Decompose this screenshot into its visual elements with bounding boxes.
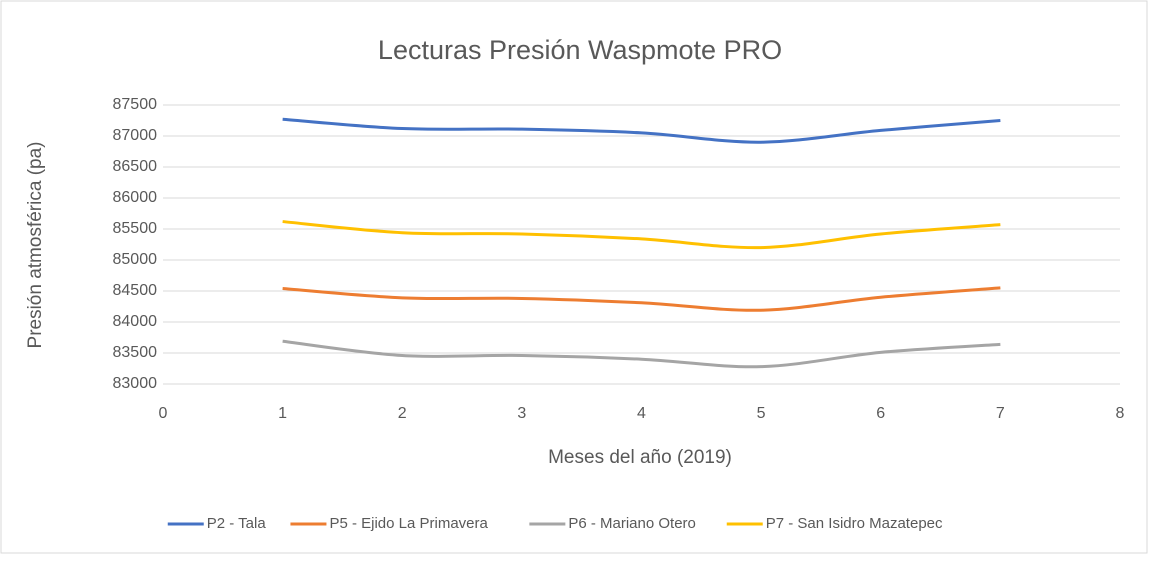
legend-label: P2 - Tala <box>207 515 267 532</box>
series-line <box>282 220 1001 250</box>
x-tick-label: 2 <box>398 405 407 422</box>
y-tick-label: 86000 <box>113 189 158 206</box>
legend-label: P7 - San Isidro Mazatepec <box>766 515 943 532</box>
y-tick-label: 87000 <box>113 127 158 144</box>
y-tick-label: 83500 <box>113 344 158 361</box>
x-tick-label: 0 <box>159 405 168 422</box>
y-tick-label: 85500 <box>113 220 158 237</box>
x-tick-label: 5 <box>757 405 766 422</box>
x-tick-label: 6 <box>876 405 885 422</box>
x-tick-label: 1 <box>278 405 287 422</box>
series-line <box>282 339 1001 369</box>
y-tick-label: 83000 <box>113 375 158 392</box>
x-tick-label: 7 <box>996 405 1005 422</box>
x-tick-label: 3 <box>517 405 526 422</box>
y-tick-label: 85000 <box>113 251 158 268</box>
y-tick-label: 84500 <box>113 282 158 299</box>
series-line <box>282 286 1001 312</box>
legend-label: P5 - Ejido La Primavera <box>329 515 488 532</box>
y-tick-label: 87500 <box>113 96 158 113</box>
y-tick-label: 84000 <box>113 313 158 330</box>
y-tick-label: 86500 <box>113 158 158 175</box>
x-tick-label: 4 <box>637 405 646 422</box>
y-axis-label: Presión atmosférica (pa) <box>25 142 46 349</box>
legend-label: P6 - Mariano Otero <box>568 515 696 532</box>
chart-title: Lecturas Presión Waspmote PRO <box>378 35 782 65</box>
x-tick-label: 8 <box>1116 405 1125 422</box>
series-line <box>282 117 1001 144</box>
x-axis-label: Meses del año (2019) <box>548 447 732 468</box>
